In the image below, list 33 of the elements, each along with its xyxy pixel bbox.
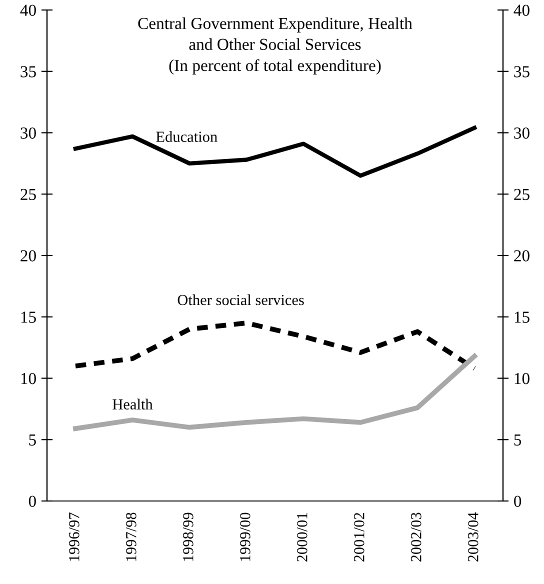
x-tick-label: 1997/98: [126, 512, 136, 561]
y2-tick-label: 20: [514, 250, 530, 262]
x-tick-label: 2002/03: [411, 512, 422, 562]
y2-tick-label: 25: [514, 188, 530, 200]
x-tick-label: 2001/02: [354, 512, 364, 562]
line-series: [73, 126, 477, 178]
y-tick-label: 20: [20, 250, 36, 262]
x-tick-label: 1999/00: [240, 512, 250, 561]
y2-tick-label: 30: [514, 127, 530, 139]
x-tick-label: 1998/99: [183, 512, 194, 561]
y-tick-label: 25: [20, 188, 36, 200]
series-label: Health: [112, 398, 153, 410]
text: Central Government Expenditure, Health and Other Social Services (In percent of total expenditure): [138, 17, 412, 75]
y-tick-label: 15: [21, 312, 36, 323]
y2-tick-label: 35: [514, 66, 530, 78]
y2-tick-label: 15: [514, 312, 530, 323]
y2-tick-label: 0: [514, 496, 522, 507]
y-tick-label: 30: [20, 127, 36, 139]
y-tick-label: 10: [21, 372, 36, 384]
series-label: Education: [156, 131, 218, 142]
y-tick-label: 35: [20, 66, 36, 78]
x-tick-label: 1996/97: [69, 512, 80, 561]
y2-tick-label: 40: [514, 4, 530, 16]
line-series: [73, 354, 477, 432]
y-tick-label: 5: [29, 434, 36, 446]
series-label: Other social services: [178, 294, 304, 306]
x-tick-label: 2003/04: [468, 512, 478, 562]
y-tick-label: 0: [28, 496, 36, 507]
y-tick-label: 40: [20, 4, 36, 16]
y2-tick-label: 5: [514, 434, 522, 446]
x-tick-label: 2000/01: [297, 513, 308, 562]
y2-tick-label: 10: [514, 372, 530, 384]
line-series: [73, 320, 477, 371]
